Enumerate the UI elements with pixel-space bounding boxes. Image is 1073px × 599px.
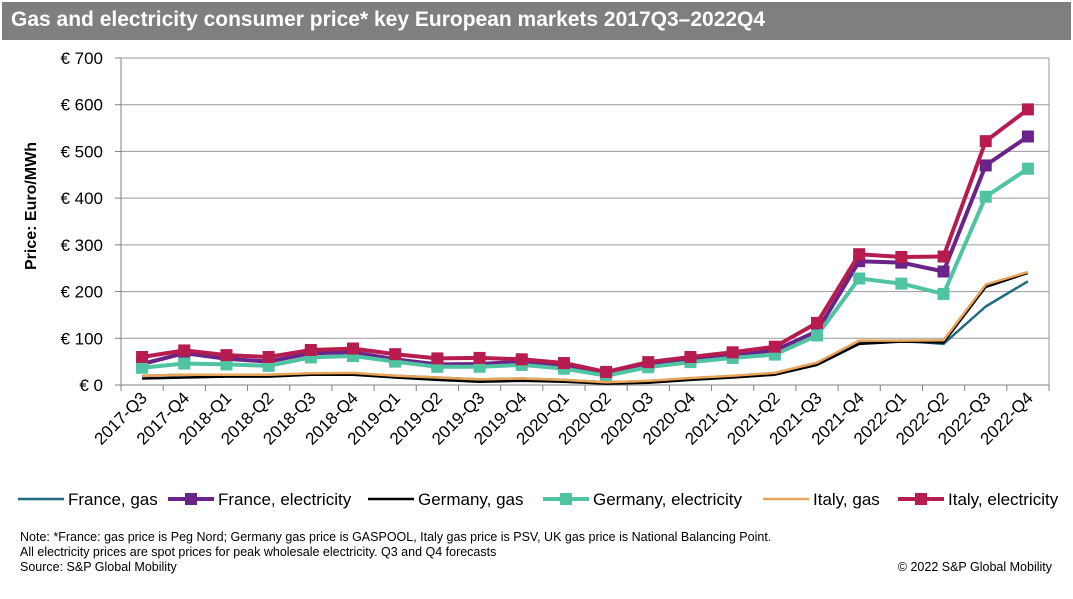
data-point: [178, 357, 191, 370]
y-tick-label: € 600: [60, 96, 103, 115]
data-point: [811, 329, 823, 342]
data-point: [136, 361, 149, 374]
data-point: [684, 350, 697, 363]
legend-label: Germany, gas: [418, 490, 524, 509]
data-point: [853, 248, 866, 261]
data-point: [811, 316, 823, 329]
data-point: [937, 287, 950, 300]
series-line: [142, 270, 1029, 384]
y-axis-label: Price: Euro/MWh: [23, 142, 40, 270]
chart-title: Gas and electricity consumer price* key …: [11, 8, 766, 31]
data-point: [262, 350, 275, 363]
legend: France, gas France, electricity Germany, g…: [18, 490, 1059, 509]
series-italy-gas: [142, 270, 1029, 384]
legend-item: Italy, electricity: [898, 490, 1059, 509]
legend-item: France, gas: [18, 490, 158, 509]
data-point: [178, 344, 191, 357]
x-axis-ticks: 2017-Q32017-Q42018-Q12018-Q22018-Q32018-…: [91, 385, 1050, 449]
data-point: [642, 356, 655, 369]
y-tick-label: € 700: [60, 49, 103, 68]
data-point: [1021, 162, 1034, 175]
chart-title-bar: Gas and electricity consumer price* key …: [2, 2, 1071, 40]
note-line-1: Note: *France: gas price is Peg Nord; Ge…: [20, 530, 772, 544]
legend-item: France, electricity: [168, 490, 352, 509]
data-point: [895, 277, 908, 290]
data-point: [937, 265, 950, 278]
legend-item: Italy, gas: [763, 490, 880, 509]
data-point: [389, 348, 402, 361]
grid-lines: [115, 57, 1050, 386]
series-line: [141, 167, 1030, 378]
y-tick-label: € 400: [60, 189, 103, 208]
note-line-2: All electricity prices are spot prices f…: [20, 545, 497, 559]
data-point: [600, 365, 613, 378]
data-point: [473, 351, 486, 364]
chart-notes: Note: *France: gas price is Peg Nord; Ge…: [20, 530, 771, 575]
data-point: [557, 357, 570, 370]
legend-label: France, gas: [68, 490, 158, 509]
series-germany-electricity: [136, 162, 1034, 382]
copyright: © 2022 S&P Global Mobility: [897, 560, 1052, 574]
legend-marker: [560, 493, 572, 505]
data-point: [895, 251, 908, 264]
data-point: [937, 250, 950, 263]
data-point: [979, 135, 992, 148]
data-point: [136, 350, 149, 363]
legend-item: Germany, gas: [368, 490, 524, 509]
series-line: [142, 271, 1029, 385]
data-point: [304, 343, 317, 356]
legend-item: Germany, electricity: [543, 490, 742, 509]
y-tick-label: € 300: [60, 236, 103, 255]
legend-marker: [185, 493, 197, 505]
data-point: [979, 159, 992, 172]
legend-marker: [915, 493, 927, 505]
series-germany-gas: [142, 271, 1029, 385]
data-point: [979, 190, 992, 203]
series-italy-electricity: [136, 103, 1034, 378]
legend-label: France, electricity: [218, 490, 352, 509]
y-tick-label: € 200: [60, 283, 103, 302]
legend-label: Italy, electricity: [948, 490, 1059, 509]
data-point: [347, 342, 359, 355]
data-point: [431, 352, 444, 365]
data-point: [1021, 103, 1034, 116]
y-tick-label: € 100: [60, 329, 103, 348]
series-lines: [136, 103, 1034, 385]
data-point: [726, 346, 739, 359]
y-tick-label: € 500: [60, 142, 103, 161]
data-point: [1021, 130, 1034, 143]
data-point: [768, 340, 781, 353]
data-point: [515, 353, 528, 366]
legend-label: Germany, electricity: [593, 490, 742, 509]
data-point: [220, 349, 233, 362]
y-axis-ticks: € 0 € 100 € 200 € 300 € 400 € 500 € 600 € 700: [60, 49, 103, 395]
data-point: [220, 358, 233, 371]
source-line: Source: S&P Global Mobility: [20, 560, 177, 574]
series-line: [141, 107, 1030, 374]
legend-label: Italy, gas: [813, 490, 880, 509]
y-tick-label: € 0: [79, 376, 103, 395]
data-point: [853, 272, 866, 285]
